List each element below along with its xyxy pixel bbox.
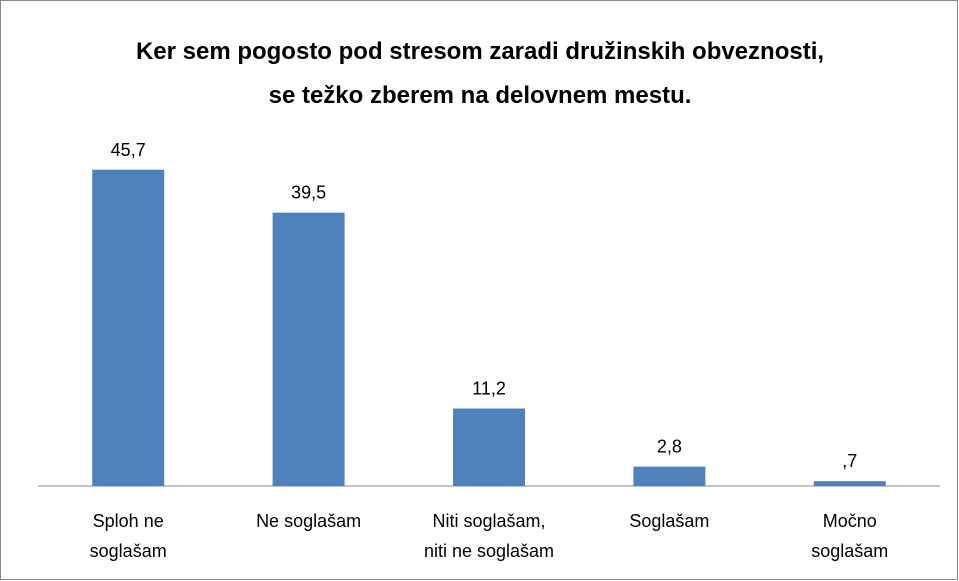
- bar: [272, 212, 345, 486]
- bar: [633, 466, 706, 486]
- bar: [813, 481, 886, 486]
- x-tick-label: Sploh ne soglašam: [89, 511, 167, 561]
- x-tick-label: Niti soglašam, niti ne soglašam: [423, 511, 555, 561]
- data-label: 11,2: [472, 378, 506, 398]
- data-label: 39,5: [291, 183, 326, 203]
- data-label: ,7: [842, 451, 857, 471]
- bar: [92, 169, 165, 487]
- data-label: 2,8: [657, 437, 682, 457]
- bar: [453, 408, 525, 486]
- chart-title: Ker sem pogosto pod stresom zaradi druži…: [135, 38, 825, 109]
- data-label: 45,7: [111, 140, 146, 160]
- x-tick-label: Soglašam: [629, 511, 710, 531]
- x-tick-label: Ne soglašam: [256, 511, 362, 531]
- x-tick-label: Močno soglašam: [811, 511, 889, 561]
